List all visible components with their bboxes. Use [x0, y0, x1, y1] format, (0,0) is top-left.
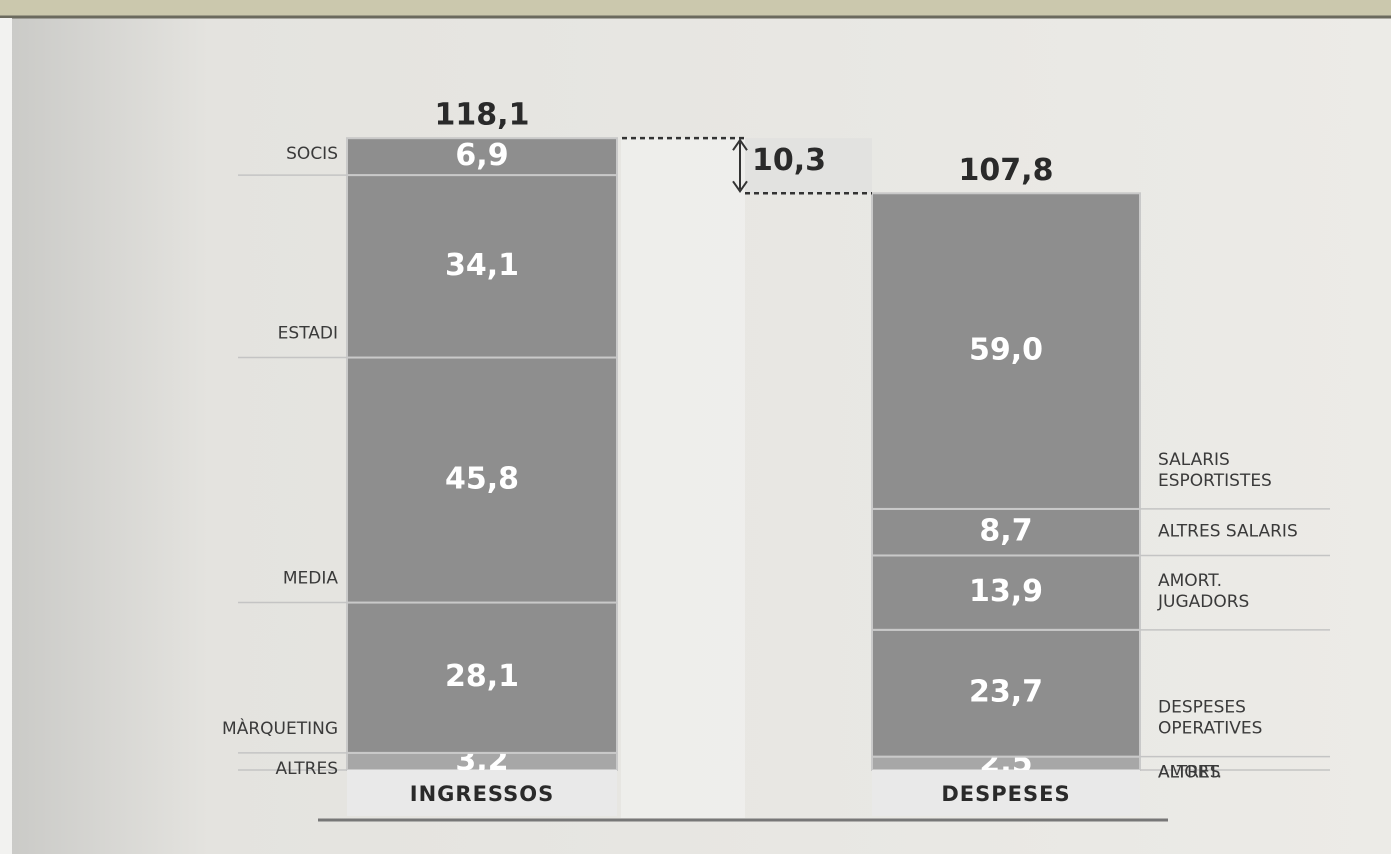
segment-name: ALTRES SALARIS	[1158, 521, 1298, 541]
category-box	[347, 770, 617, 816]
bar-segment	[871, 628, 1141, 758]
segment-name: AMORT.	[1158, 571, 1222, 591]
segment-value: 13,9	[969, 574, 1043, 609]
segment-value: 34,1	[445, 248, 519, 283]
bar-segment	[871, 554, 1141, 631]
segment-value: 28,1	[445, 659, 519, 694]
gap-panel	[621, 138, 745, 818]
segment-value: 23,7	[969, 675, 1043, 710]
segment-name: JUGADORS	[1157, 592, 1249, 612]
segment-name: ESPORTISTES	[1158, 471, 1272, 491]
segment-name: ALTRES	[276, 759, 339, 779]
category-label: INGRESSOS	[410, 782, 554, 806]
segment-name: MÀRQUETING	[222, 717, 338, 739]
segment-name: MEDIA	[283, 569, 339, 589]
bar-segment	[871, 192, 1141, 510]
segment-value: 59,0	[969, 333, 1043, 368]
difference-label: 10,3	[752, 143, 826, 178]
segment-name: SALARIS	[1158, 450, 1230, 470]
top-strip	[0, 0, 1391, 16]
segment-value: 6,9	[455, 138, 508, 173]
category-box	[872, 770, 1140, 816]
bar-segment	[346, 174, 618, 359]
arrow-head	[732, 180, 748, 194]
bar-total: 107,8	[959, 153, 1054, 188]
segment-value: 8,7	[979, 514, 1032, 549]
segment-value: 45,8	[445, 462, 519, 497]
segment-name: SOCIS	[286, 144, 338, 164]
segment-name: OPERATIVES	[1158, 719, 1262, 739]
bar-segment	[346, 137, 618, 177]
category-label: DESPESES	[941, 782, 1070, 806]
difference-box	[745, 138, 872, 194]
segment-name: ESTADI	[278, 324, 338, 344]
arrow-head	[732, 138, 748, 151]
segment-name: AMORT.	[1158, 763, 1222, 783]
bar-segment	[871, 507, 1141, 557]
bar-segment	[346, 356, 618, 604]
segment-name: ALTRES	[1158, 763, 1221, 783]
bar-segment	[346, 601, 618, 754]
left-edge	[0, 18, 12, 854]
segment-name: DESPESES	[1158, 698, 1246, 718]
bar-total: 118,1	[435, 98, 530, 133]
